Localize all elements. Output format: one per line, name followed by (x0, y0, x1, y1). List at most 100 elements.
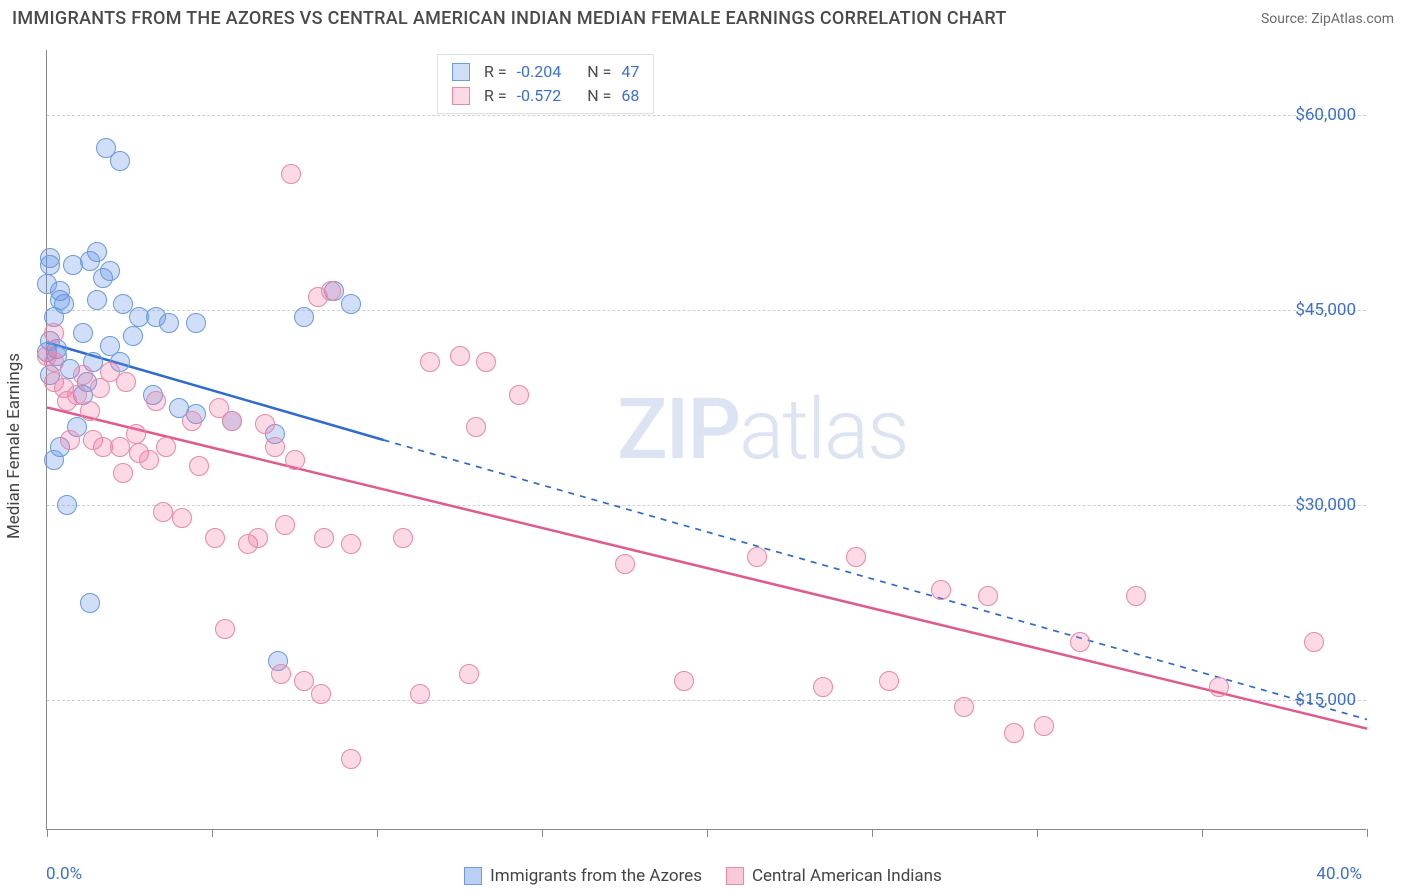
data-point (113, 463, 133, 483)
data-point (931, 580, 951, 600)
chart-title: IMMIGRANTS FROM THE AZORES VS CENTRAL AM… (12, 8, 1007, 29)
data-point (615, 554, 635, 574)
gridline (47, 700, 1366, 701)
data-point (271, 664, 291, 684)
x-tick (212, 829, 213, 837)
data-point (73, 323, 93, 343)
stat-n-label: N = (587, 84, 611, 108)
data-point (410, 684, 430, 704)
watermark: ZIPatlas (617, 380, 908, 479)
x-tick (872, 829, 873, 837)
data-point (159, 313, 179, 333)
data-point (285, 450, 305, 470)
data-point (978, 586, 998, 606)
data-point (40, 248, 60, 268)
y-axis-label: Median Female Earnings (4, 353, 24, 539)
data-point (321, 281, 341, 301)
data-point (1304, 632, 1324, 652)
data-point (393, 528, 413, 548)
x-tick (377, 829, 378, 837)
legend-swatch (726, 867, 744, 885)
stat-n-value: 47 (621, 60, 639, 84)
data-point (80, 401, 100, 421)
data-point (1126, 586, 1146, 606)
data-point (189, 456, 209, 476)
data-point (813, 677, 833, 697)
data-point (466, 417, 486, 437)
data-point (420, 352, 440, 372)
title-bar: IMMIGRANTS FROM THE AZORES VS CENTRAL AM… (0, 0, 1406, 33)
data-point (123, 326, 143, 346)
y-tick-label: $30,000 (1295, 495, 1356, 515)
data-point (879, 671, 899, 691)
bottom-legend: Immigrants from the Azores Central Americ… (0, 866, 1406, 886)
y-tick-label: $15,000 (1295, 690, 1356, 710)
data-point (459, 664, 479, 684)
data-point (44, 323, 64, 343)
x-tick (542, 829, 543, 837)
data-point (294, 307, 314, 327)
data-point (1070, 632, 1090, 652)
data-point (182, 411, 202, 431)
x-tick (1037, 829, 1038, 837)
data-point (311, 684, 331, 704)
data-point (100, 336, 120, 356)
legend-label: Central American Indians (752, 866, 942, 886)
data-point (265, 437, 285, 457)
data-point (110, 151, 130, 171)
data-point (57, 495, 77, 515)
data-point (146, 391, 166, 411)
stat-r-label: R = (484, 84, 507, 108)
data-point (186, 313, 206, 333)
legend-swatch (464, 867, 482, 885)
data-point (314, 528, 334, 548)
legend-swatch (452, 63, 470, 81)
data-point (341, 294, 361, 314)
data-point (116, 372, 136, 392)
data-point (341, 749, 361, 769)
data-point (1209, 677, 1229, 697)
stat-n-value: 68 (621, 84, 639, 108)
data-point (846, 547, 866, 567)
legend-swatch (452, 87, 470, 105)
data-point (60, 430, 80, 450)
gridline (47, 115, 1366, 116)
data-point (80, 593, 100, 613)
x-tick (47, 829, 48, 837)
data-point (87, 290, 107, 310)
bottom-legend-item: Immigrants from the Azores (464, 866, 702, 886)
stat-r-value: -0.204 (517, 60, 562, 84)
data-point (172, 508, 192, 528)
chart-plot-area: ZIPatlas $15,000$30,000$45,000$60,000R =… (46, 50, 1366, 830)
data-point (50, 290, 70, 310)
stat-n-label: N = (587, 60, 611, 84)
data-point (248, 528, 268, 548)
data-point (341, 534, 361, 554)
data-point (205, 528, 225, 548)
data-point (110, 437, 130, 457)
data-point (215, 619, 235, 639)
data-point (1034, 716, 1054, 736)
data-point (1004, 723, 1024, 743)
bottom-legend-item: Central American Indians (726, 866, 942, 886)
data-point (44, 352, 64, 372)
data-point (126, 424, 146, 444)
gridline (47, 310, 1366, 311)
data-point (139, 450, 159, 470)
data-point (450, 346, 470, 366)
data-point (100, 261, 120, 281)
source-label: Source: ZipAtlas.com (1261, 11, 1394, 27)
y-tick-label: $45,000 (1295, 300, 1356, 320)
data-point (509, 385, 529, 405)
data-point (747, 547, 767, 567)
data-point (954, 697, 974, 717)
x-tick (1367, 829, 1368, 837)
data-point (255, 414, 275, 434)
trend-lines (47, 50, 1367, 830)
x-tick (707, 829, 708, 837)
x-tick (1202, 829, 1203, 837)
stats-legend-row: R =-0.204N =47 (452, 60, 639, 84)
data-point (87, 242, 107, 262)
data-point (476, 352, 496, 372)
data-point (156, 437, 176, 457)
